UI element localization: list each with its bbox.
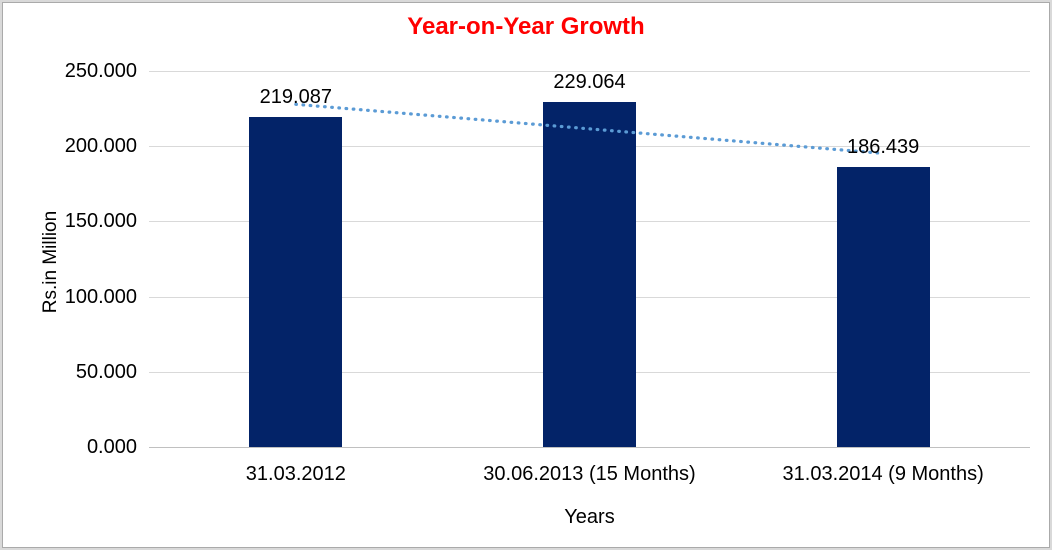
y-tick-label-100: 100.000 xyxy=(64,285,137,308)
gridline-250 xyxy=(149,71,1030,72)
y-tick-label-200: 200.000 xyxy=(64,135,137,158)
y-tick-label-0: 0.000 xyxy=(86,436,137,458)
data-label-2013: 229.064 xyxy=(553,71,626,94)
x-axis-title: Years xyxy=(564,506,615,528)
y-tick-label-150: 150.000 xyxy=(64,210,137,233)
data-label-2012: 219.087 xyxy=(259,86,332,109)
chart-title: Year-on-Year Growth xyxy=(407,13,645,40)
bar-2012 xyxy=(249,117,343,447)
x-tick-label-2014: 31.03.2014 (9 Months) xyxy=(782,463,984,485)
data-label-2014: 186.439 xyxy=(847,135,920,158)
x-tick-label-2012: 31.03.2012 xyxy=(245,463,346,485)
x-axis-line xyxy=(149,447,1030,448)
bar-2013 xyxy=(543,102,636,447)
y-tick-label-250: 250.000 xyxy=(64,60,137,82)
y-tick-label-50: 50.000 xyxy=(75,360,137,383)
bar-2014 xyxy=(836,166,930,447)
x-tick-label-2013: 30.06.2013 (15 Months) xyxy=(483,463,696,485)
